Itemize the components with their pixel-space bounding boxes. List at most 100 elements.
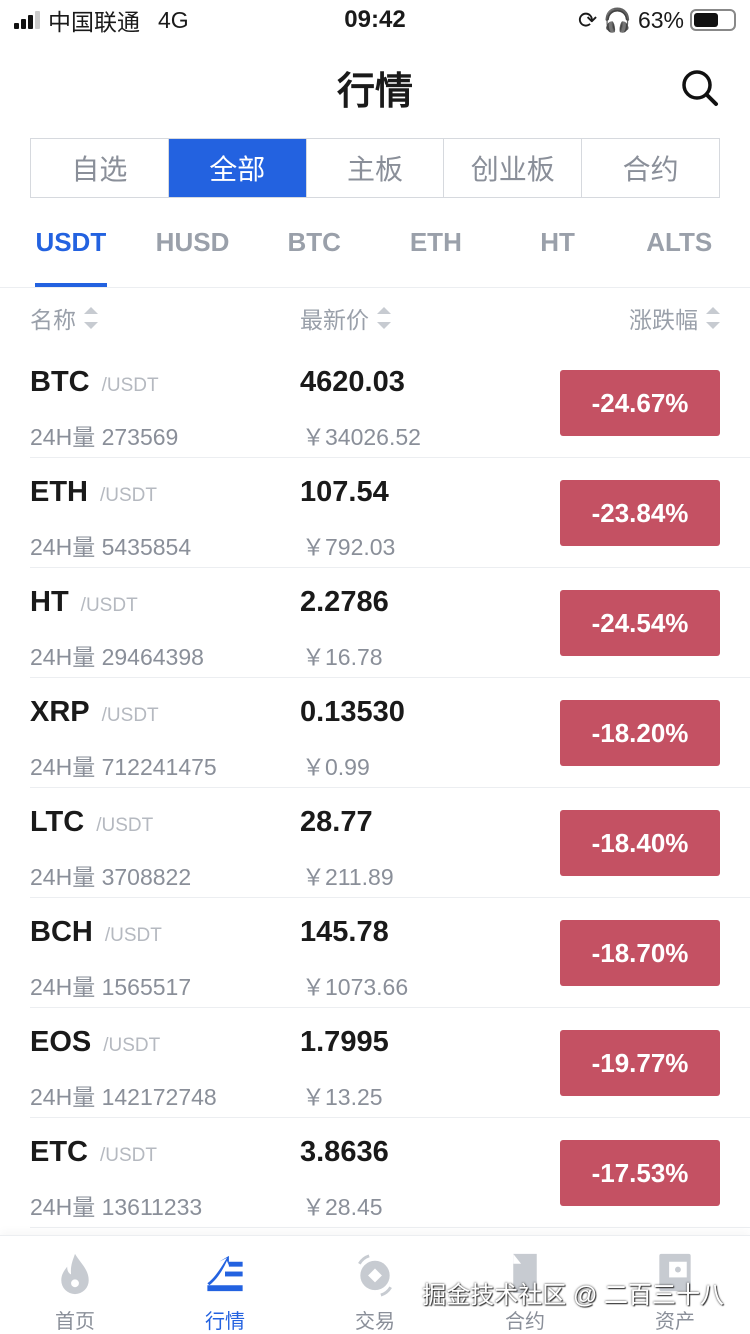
- quote-currency: /USDT: [80, 595, 138, 616]
- nav-label: 交易: [355, 1311, 395, 1333]
- table-row[interactable]: EOS/USDT 24H量 142172748 1.7995 ￥13.25 -1…: [30, 1008, 750, 1118]
- quote-tab[interactable]: ALTS: [646, 227, 713, 257]
- quote-tab[interactable]: HUSD: [155, 227, 230, 257]
- signal-icon: [14, 11, 40, 29]
- last-price: 0.13530: [300, 696, 405, 728]
- last-price: 28.77: [300, 806, 373, 838]
- change-badge: -24.54%: [560, 590, 720, 656]
- cny-price: ￥1073.66: [302, 974, 409, 1000]
- cny-price: ￥0.99: [302, 754, 370, 780]
- quote-currency-tabs: USDT HUSD BTC ETH HT ALTS: [0, 198, 750, 288]
- cny-price: ￥13.25: [302, 1084, 383, 1110]
- cny-price: ￥16.78: [302, 644, 383, 670]
- cny-price: ￥792.03: [302, 534, 396, 560]
- volume: 24H量 13611233: [30, 1194, 203, 1220]
- exchange-icon: [358, 1254, 392, 1297]
- table-row[interactable]: BTC/USDT 24H量 273569 4620.03 ￥34026.52 -…: [30, 348, 750, 458]
- cny-price: ￥211.89: [302, 864, 394, 890]
- segment-tab[interactable]: 主板: [305, 139, 444, 197]
- page-title: 行情: [336, 71, 413, 113]
- change-badge: -17.53%: [560, 1140, 720, 1206]
- carrier: 中国联通: [48, 9, 140, 35]
- last-price: 1.7995: [300, 1026, 389, 1058]
- table-row[interactable]: LTC/USDT 24H量 3708822 28.77 ￥211.89 -18.…: [30, 788, 750, 898]
- last-price: 145.78: [300, 916, 389, 948]
- last-price: 107.54: [300, 476, 389, 508]
- quote-tab[interactable]: BTC: [287, 227, 341, 257]
- network: 4G: [158, 6, 189, 33]
- quote-currency: /USDT: [101, 705, 159, 726]
- table-row[interactable]: BCH/USDT 24H量 1565517 145.78 ￥1073.66 -1…: [30, 898, 750, 1008]
- status-bar: 中国联通 4G 09:42 ⟳ 🎧 63%: [0, 0, 750, 40]
- table-row[interactable]: XRP/USDT 24H量 712241475 0.13530 ￥0.99 -1…: [30, 678, 750, 788]
- segment-tab[interactable]: 全部: [167, 139, 306, 197]
- column-change-label: 涨跌幅: [629, 307, 698, 333]
- market-segment-control: 自选 全部 主板 创业板 合约: [30, 138, 720, 198]
- volume: 24H量 5435854: [30, 534, 192, 560]
- column-price-label: 最新价: [300, 307, 369, 333]
- table-row[interactable]: ETH/USDT 24H量 5435854 107.54 ￥792.03 -23…: [30, 458, 750, 568]
- sort-icon: [84, 307, 98, 329]
- sort-by-change[interactable]: 涨跌幅: [629, 301, 720, 335]
- nav-item[interactable]: 资产: [600, 1236, 750, 1334]
- nav-label: 资产: [655, 1311, 695, 1333]
- sort-icon: [377, 307, 391, 329]
- table-row[interactable]: HT/USDT 24H量 29464398 2.2786 ￥16.78 -24.…: [30, 568, 750, 678]
- quote-currency: /USDT: [100, 1145, 157, 1166]
- change-badge: -18.70%: [560, 920, 720, 986]
- cny-price: ￥28.45: [302, 1194, 383, 1220]
- volume: 24H量 712241475: [30, 754, 217, 780]
- quote-currency: /USDT: [101, 375, 159, 396]
- sort-by-name[interactable]: 名称: [30, 301, 300, 335]
- quote-tab[interactable]: ETH: [409, 227, 462, 257]
- segment-tab[interactable]: 自选: [71, 154, 128, 185]
- quote-currency: /USDT: [103, 1035, 161, 1056]
- nav-label: 首页: [55, 1311, 95, 1333]
- chart-icon: [207, 1255, 243, 1292]
- battery-icon: [690, 9, 736, 31]
- segment-tab[interactable]: 合约: [581, 139, 719, 197]
- symbol: XRP: [30, 696, 90, 728]
- table-row[interactable]: ETC/USDT 24H量 13611233 3.8636 ￥28.45 -17…: [30, 1118, 750, 1228]
- volume: 24H量 1565517: [30, 974, 192, 1000]
- column-header: 名称 最新价 涨跌幅: [0, 288, 750, 348]
- last-price: 3.8636: [300, 1136, 389, 1168]
- sort-by-price[interactable]: 最新价: [300, 301, 629, 335]
- market-list: BTC/USDT 24H量 273569 4620.03 ￥34026.52 -…: [0, 348, 750, 1228]
- symbol: BTC: [30, 366, 90, 398]
- change-badge: -24.67%: [560, 370, 720, 436]
- wallet-icon: [659, 1253, 691, 1292]
- quote-currency: /USDT: [104, 925, 162, 946]
- quote-tab[interactable]: USDT: [10, 198, 132, 287]
- volume: 24H量 3708822: [30, 864, 192, 890]
- cny-price: ￥34026.52: [302, 424, 421, 450]
- nav-item[interactable]: 行情: [150, 1236, 300, 1334]
- search-icon[interactable]: [680, 68, 720, 108]
- sort-icon: [706, 307, 720, 329]
- volume: 24H量 142172748: [30, 1084, 217, 1110]
- symbol: HT: [30, 586, 69, 618]
- nav-item[interactable]: 交易: [300, 1236, 450, 1334]
- document-icon: [513, 1253, 537, 1294]
- battery-percent: 63%: [637, 6, 684, 33]
- column-name-label: 名称: [30, 307, 76, 333]
- bottom-nav: 首页 行情 交易 合约 资产: [0, 1235, 750, 1334]
- nav-label: 合约: [505, 1311, 545, 1333]
- quote-tab[interactable]: HT: [540, 227, 575, 257]
- symbol: ETH: [30, 476, 88, 508]
- volume: 24H量 273569: [30, 424, 179, 450]
- change-badge: -18.40%: [560, 810, 720, 876]
- segment-tab[interactable]: 创业板: [443, 139, 581, 197]
- last-price: 4620.03: [300, 366, 405, 398]
- last-price: 2.2786: [300, 586, 389, 618]
- nav-item[interactable]: 首页: [0, 1236, 150, 1334]
- symbol: BCH: [30, 916, 93, 948]
- watermark: 掘金技术社区 @ 二百三十八: [422, 1282, 724, 1309]
- change-badge: -19.77%: [560, 1030, 720, 1096]
- quote-currency: /USDT: [96, 815, 154, 836]
- flame-icon: [61, 1253, 89, 1295]
- nav-label: 行情: [205, 1311, 245, 1333]
- quote-currency: /USDT: [100, 485, 157, 506]
- nav-item[interactable]: 合约: [450, 1236, 600, 1334]
- symbol: ETC: [30, 1136, 88, 1168]
